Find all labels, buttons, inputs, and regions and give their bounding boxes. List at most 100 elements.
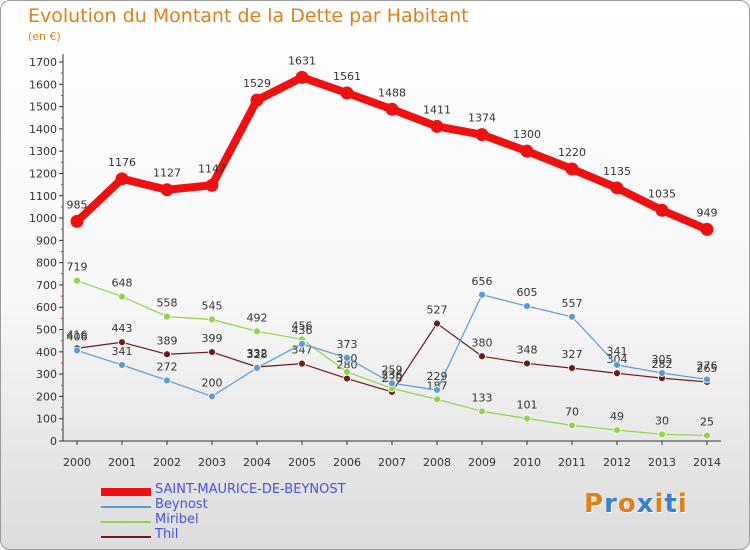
data-point [655, 203, 669, 217]
data-point [163, 350, 171, 359]
data-label: 1529 [243, 77, 271, 90]
data-label: 949 [697, 206, 718, 219]
y-tick-label: 1500 [29, 101, 57, 114]
data-point [118, 361, 126, 369]
data-label: 1411 [423, 103, 451, 116]
data-label: 265 [697, 362, 718, 375]
x-tick-labels: 2000 2001 2002 2003 2004 2005 2006 2007 2008 2009… [63, 441, 721, 469]
y-tick-label: 0 [50, 435, 57, 448]
x-tick-label: 2009 [468, 456, 496, 469]
data-label: 327 [562, 348, 583, 361]
data-label: 133 [472, 391, 493, 404]
data-label: 436 [292, 324, 313, 337]
data-label: 443 [112, 322, 133, 335]
y-tick-label: 1400 [29, 123, 57, 136]
data-point [208, 315, 216, 324]
data-point [163, 376, 171, 385]
y-tick-label: 1300 [29, 145, 57, 158]
data-label: 1147 [198, 162, 226, 175]
legend-label: Beynost [155, 497, 208, 512]
y-tick-label: 700 [36, 279, 57, 292]
brand-letter: x [636, 489, 655, 519]
data-label: 1135 [603, 165, 631, 178]
data-point [478, 290, 486, 299]
data-point [73, 346, 81, 355]
data-point [118, 292, 126, 301]
legend-swatch [101, 488, 151, 496]
y-tick-label: 1200 [29, 167, 57, 180]
data-label: 416 [67, 328, 88, 341]
data-label: 557 [562, 297, 583, 310]
data-point [118, 338, 126, 347]
data-point [208, 348, 216, 356]
data-label: 276 [697, 359, 718, 372]
chart-subtitle: (en €) [28, 30, 61, 43]
data-point [520, 144, 534, 158]
data-point [388, 379, 396, 388]
x-tick-label: 2010 [513, 456, 541, 469]
data-point [205, 178, 219, 192]
data-point [73, 276, 81, 285]
data-point [700, 222, 714, 236]
series-2: 7196485585454924563102361871331017049302… [67, 261, 714, 440]
data-label: 341 [112, 345, 133, 358]
data-label: 373 [337, 338, 358, 351]
data-point [433, 395, 441, 404]
data-point [478, 352, 486, 361]
data-label: 1631 [288, 54, 316, 67]
y-tick-label: 600 [36, 301, 57, 314]
x-tick-label: 2006 [333, 456, 361, 469]
data-point [70, 214, 84, 228]
data-point [298, 339, 306, 348]
data-label: 220 [382, 372, 403, 385]
data-label: 49 [610, 410, 624, 423]
data-label: 456 [292, 319, 313, 332]
data-label: 30 [655, 414, 669, 427]
x-tick-label: 2013 [648, 456, 676, 469]
data-point [430, 119, 444, 133]
brand-letter: P [584, 489, 605, 519]
data-label: 985 [67, 198, 88, 211]
data-label: 1561 [333, 70, 361, 83]
brand-letter: i [677, 489, 688, 519]
x-tick-label: 2000 [63, 456, 91, 469]
data-label: 380 [472, 336, 493, 349]
data-point [523, 302, 531, 311]
legend-swatch [101, 521, 151, 523]
x-tick-label: 2004 [243, 456, 271, 469]
data-label: 328 [247, 348, 268, 361]
brand-logo: Proxiti [584, 489, 688, 519]
data-label: 399 [202, 332, 223, 345]
data-point [160, 183, 174, 197]
y-tick-label: 500 [36, 324, 57, 337]
data-label: 200 [202, 376, 223, 389]
brand-letter: i [654, 489, 665, 519]
data-point [253, 327, 261, 336]
data-point [208, 392, 216, 401]
x-tick-label: 2002 [153, 456, 181, 469]
y-tick-label: 900 [36, 234, 57, 247]
series-1: 4063412722003284363732592296566055573413… [67, 275, 718, 401]
data-point [568, 364, 576, 372]
data-label: 648 [112, 277, 133, 290]
data-point [385, 102, 399, 116]
data-point [250, 93, 264, 107]
data-label: 719 [67, 261, 88, 274]
data-label: 348 [517, 343, 538, 356]
y-tick-label: 200 [36, 390, 57, 403]
data-label: 527 [427, 304, 448, 317]
data-point [343, 353, 351, 362]
data-label: 1488 [378, 86, 406, 99]
x-tick-label: 2012 [603, 456, 631, 469]
data-point [568, 312, 576, 321]
data-point [523, 414, 531, 423]
data-label: 1220 [558, 146, 586, 159]
legend-label: Miribel [155, 512, 199, 527]
data-label: 229 [427, 370, 448, 383]
data-point [658, 369, 666, 377]
legend-label: SAINT-MAURICE-DE-BEYNOST [155, 482, 346, 497]
data-point [703, 431, 711, 440]
x-tick-label: 2005 [288, 456, 316, 469]
